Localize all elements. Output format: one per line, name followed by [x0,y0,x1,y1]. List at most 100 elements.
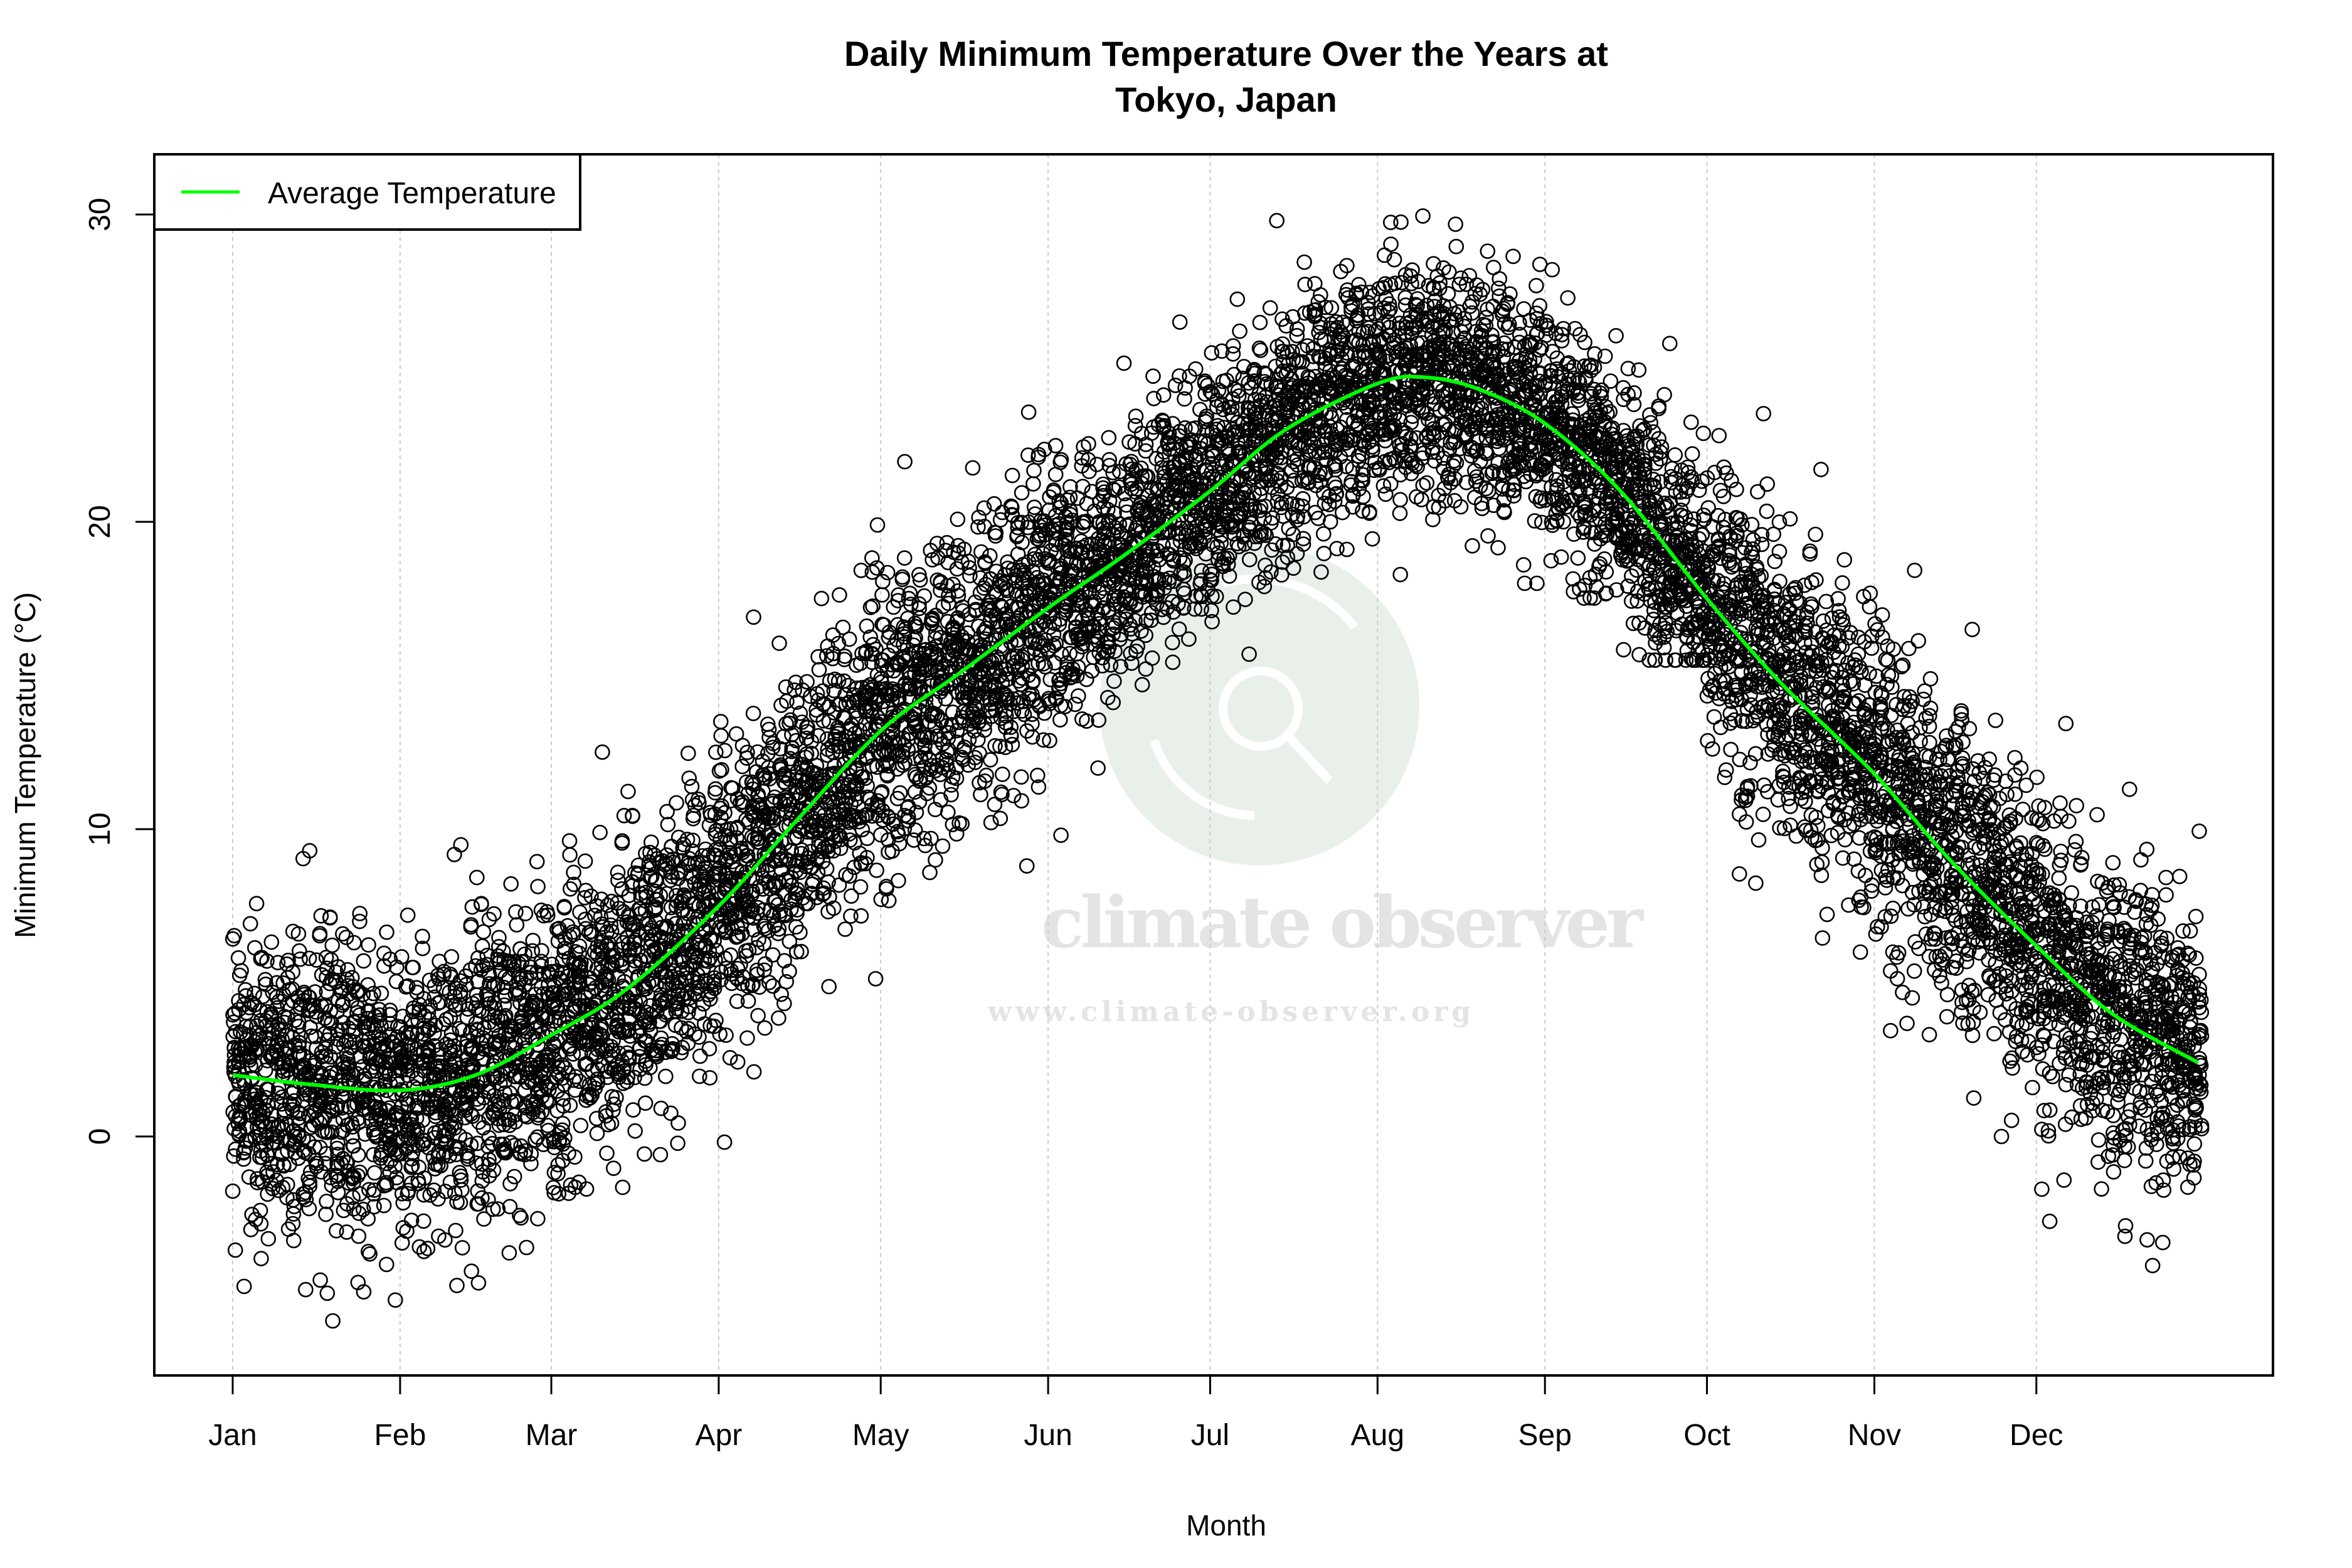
data-point [319,1194,334,1209]
data-point [562,881,578,897]
data-point [987,738,1003,754]
data-point [519,1239,534,1256]
data-point [1362,505,1377,521]
data-point [1885,901,1901,916]
data-point [1404,262,1420,278]
data-point [1030,779,1047,795]
data-point [1081,436,1096,452]
data-point [1014,793,1029,809]
watermark-name: climate observer [1041,882,1645,964]
data-point [509,917,525,933]
data-point [1852,944,1868,960]
data-point [1329,541,1345,557]
data-point [263,934,280,950]
data-point [578,882,594,899]
data-point [627,1123,643,1139]
data-point [1732,866,1747,882]
data-point [346,935,362,951]
data-point [870,793,886,809]
data-point [1732,806,1747,822]
data-point [2069,798,2084,813]
data-point [562,847,578,863]
data-point [739,1030,755,1046]
data-point [813,590,830,607]
data-point [481,911,497,928]
data-point [610,864,626,881]
data-point [684,778,700,795]
data-point [745,706,761,721]
data-point [1515,557,1532,573]
data-point [485,1201,501,1217]
data-point [906,832,922,848]
data-point [1128,408,1144,425]
data-point [1167,378,1184,393]
data-point [1895,657,1911,673]
data-point [420,1241,436,1256]
data-point [1912,733,1928,749]
data-point [1922,734,1937,751]
data-point [874,587,890,603]
data-point [1874,607,1890,623]
data-point [577,890,593,906]
data-point [452,1020,468,1037]
data-point [1042,672,1058,687]
data-point [681,1005,696,1020]
data-point [496,980,512,995]
data-point [287,1012,303,1028]
data-point [873,891,889,908]
data-point [625,1102,641,1118]
data-point [1383,476,1399,492]
data-point [1813,462,1829,477]
data-point [517,906,534,921]
data-point [2144,1258,2161,1274]
data-point [1841,897,1857,913]
data-point [1296,254,1312,270]
data-point [923,830,939,847]
data-point [1146,391,1162,406]
data-point [1375,478,1392,494]
data-point [1467,285,1483,302]
data-point [474,896,489,911]
data-point [335,926,351,942]
data-point [1939,1009,1955,1025]
data-point [935,838,951,854]
data-point [252,1202,268,1219]
data-point [2029,770,2045,785]
data-point [1262,300,1278,316]
data-point [502,1036,517,1052]
data-point [776,995,792,1012]
data-point [1906,963,1922,979]
data-point [1756,406,1771,421]
data-point [2056,1172,2072,1188]
data-point [356,953,372,969]
data-point [1415,208,1431,224]
data-point [869,517,886,533]
data-point [853,563,869,578]
data-point [837,921,853,937]
data-point [637,1095,654,1111]
data-point [1986,1025,2002,1042]
data-point [1435,326,1451,342]
data-point [1560,290,1576,306]
data-point [610,872,626,888]
data-point [1835,850,1851,866]
data-point [1237,591,1253,608]
data-point [301,1200,317,1217]
data-point [230,950,246,966]
data-point [1955,1015,1971,1031]
data-point [312,1272,328,1288]
data-point [1921,718,1937,734]
data-point [361,937,376,953]
data-point [1802,663,1818,679]
data-point [1295,531,1311,547]
data-point [480,1192,496,1208]
data-point [1901,640,1917,657]
data-point [1339,541,1355,558]
data-point [1145,368,1161,384]
data-point [1572,327,1588,342]
data-point [242,916,258,932]
data-point [1204,613,1220,630]
data-point [1486,260,1502,275]
data-point [1026,462,1042,479]
data-point [2133,852,2149,868]
